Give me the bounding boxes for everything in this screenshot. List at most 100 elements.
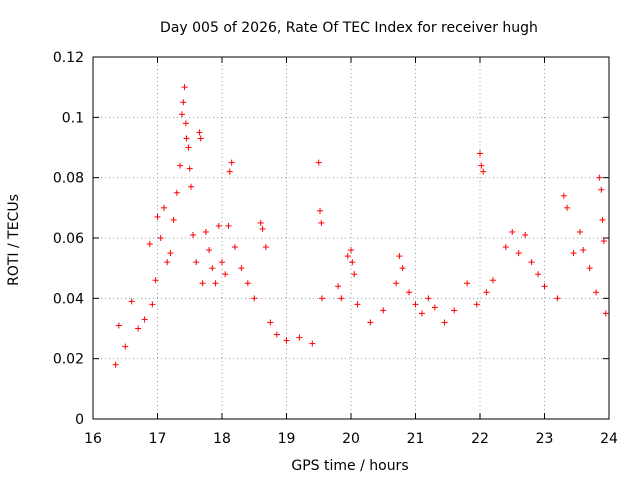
grid [93, 57, 609, 419]
y-tick-label: 0 [75, 412, 84, 428]
data-point [367, 319, 374, 326]
data-point [351, 271, 358, 278]
data-point [541, 283, 548, 290]
data-point [528, 259, 535, 266]
data-point [441, 319, 448, 326]
data-point [489, 277, 496, 284]
data-point [349, 259, 356, 266]
data-point [115, 322, 122, 329]
data-point [228, 159, 235, 166]
x-tick-label: 20 [342, 431, 360, 447]
data-point [202, 228, 209, 235]
data-point [215, 222, 222, 229]
data-point [515, 250, 522, 257]
data-point [399, 265, 406, 272]
data-point [193, 259, 200, 266]
data-point [344, 253, 351, 260]
data-point [219, 259, 225, 266]
data-point [283, 337, 290, 344]
data-point [244, 280, 251, 287]
x-tick-label: 19 [278, 431, 296, 447]
data-point [473, 301, 480, 308]
data-point [535, 271, 542, 278]
data-point [599, 216, 606, 223]
data-point [160, 204, 167, 211]
data-point [412, 301, 419, 308]
y-tick-label: 0.12 [53, 50, 84, 66]
data-point [206, 247, 213, 254]
data-point [262, 244, 269, 251]
x-tick-label: 18 [213, 431, 231, 447]
data-point [318, 295, 325, 302]
axis-ticks: 16 17 18 19 20 21 22 23 24 0 0.02 0.04 0.06 0.08 0.1 0.… [53, 50, 618, 447]
data-point [135, 325, 142, 332]
data-point [152, 277, 159, 284]
data-point [580, 247, 587, 254]
data-point [122, 343, 129, 350]
data-point [596, 174, 603, 181]
data-point [112, 361, 119, 368]
data-point [338, 295, 345, 302]
data-point [177, 162, 184, 169]
x-tick-label: 17 [149, 431, 167, 447]
data-point [164, 259, 171, 266]
data-point [231, 244, 238, 251]
data-point [197, 135, 204, 142]
x-tick-label: 24 [600, 431, 618, 447]
data-point [393, 280, 400, 287]
data-point [167, 250, 174, 257]
data-points [112, 84, 609, 368]
data-point [425, 295, 432, 302]
data-point [149, 301, 156, 308]
y-axis-label: ROTI / TECUs [6, 194, 22, 286]
plot-frame [92, 56, 610, 420]
data-point [251, 295, 258, 302]
data-point [170, 216, 177, 223]
data-point [180, 99, 187, 106]
data-point [182, 120, 189, 127]
data-point [226, 168, 233, 175]
data-point [564, 204, 571, 211]
data-point [335, 283, 342, 290]
data-point [464, 280, 471, 287]
x-tick-label: 16 [84, 431, 102, 447]
x-tick-label: 23 [536, 431, 554, 447]
data-point [173, 189, 180, 196]
data-point [128, 298, 135, 305]
y-tick-label: 0.06 [53, 231, 84, 247]
data-point [509, 228, 516, 235]
data-point [238, 265, 245, 272]
data-point [259, 225, 266, 232]
data-point [418, 310, 425, 317]
data-point [188, 183, 195, 190]
data-point [522, 231, 529, 238]
data-point [406, 289, 413, 296]
data-point [483, 289, 490, 296]
data-point [354, 301, 361, 308]
data-point [296, 334, 303, 341]
data-point [318, 219, 325, 226]
data-point [554, 295, 561, 302]
data-point [317, 207, 324, 214]
data-point [586, 265, 593, 272]
data-point [451, 307, 458, 314]
data-point [315, 159, 322, 166]
data-point [598, 186, 605, 193]
data-point [600, 238, 607, 245]
chart-title: Day 005 of 2026, Rate Of TEC Index for r… [160, 20, 538, 36]
y-tick-label: 0.08 [53, 171, 84, 187]
data-point [477, 150, 483, 157]
data-point [209, 265, 216, 272]
data-point [199, 280, 206, 287]
data-point [185, 144, 192, 151]
data-point [431, 304, 438, 311]
data-point [181, 84, 188, 91]
data-point [212, 280, 219, 287]
data-point [570, 250, 577, 257]
data-point [478, 162, 485, 169]
data-point [157, 235, 164, 241]
y-tick-label: 0.04 [53, 291, 84, 307]
data-point [196, 129, 203, 136]
data-point [154, 213, 161, 220]
data-point [186, 165, 193, 172]
